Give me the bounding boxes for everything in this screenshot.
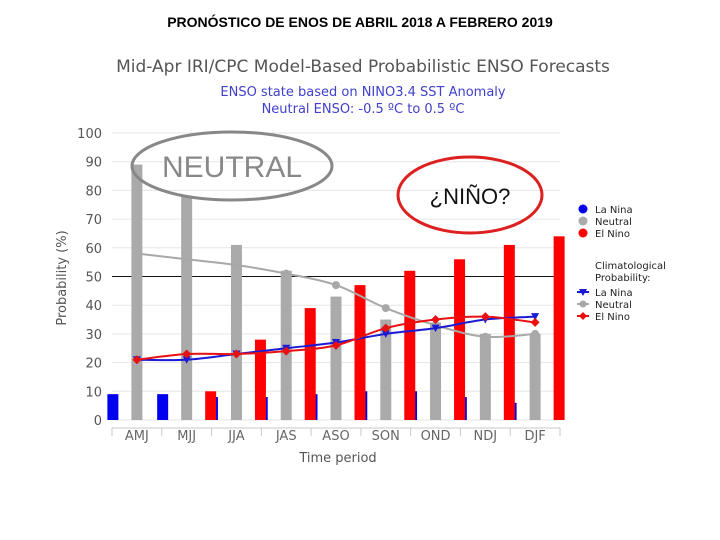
y-axis-label: Probability (%) <box>55 230 70 325</box>
bar-neutral <box>230 244 242 420</box>
legend-la-nina-label: La Nina <box>595 205 633 216</box>
clim-el-nino-marker <box>431 315 441 325</box>
neutral-ellipse <box>130 130 334 202</box>
y-tick-label: 90 <box>85 156 102 171</box>
legend-clim-el-nino-label: El Nino <box>595 312 630 323</box>
climatology-lines <box>132 252 540 365</box>
legend-clim-el-nino-marker <box>579 312 587 320</box>
nino-annotation: ¿NIÑO? <box>430 184 511 209</box>
x-tick-label: SON <box>372 429 400 444</box>
y-tick-label: 20 <box>85 357 102 372</box>
legend-neutral-label: Neutral <box>595 217 632 228</box>
clim-el-nino-marker <box>231 349 241 359</box>
bar-neutral <box>380 319 392 420</box>
bar-neutral <box>181 196 193 420</box>
clim-el-nino-marker <box>331 340 341 350</box>
y-tick-label: 40 <box>85 299 102 314</box>
y-axis: 0 10 20 30 40 50 60 70 80 90 100 <box>77 127 102 429</box>
legend-clim-title-1: Climatological <box>595 261 666 272</box>
y-tick-label: 80 <box>85 184 102 199</box>
x-axis-label: Time period <box>298 451 376 466</box>
y-tick-label: 60 <box>85 242 102 257</box>
clim-neutral-marker <box>531 329 540 338</box>
bar-el-nino <box>404 270 416 420</box>
x-tick-label: NDJ <box>474 429 498 444</box>
bar-el-nino <box>354 285 366 420</box>
clim-neutral-marker <box>282 269 291 278</box>
bar-neutral <box>131 164 143 420</box>
clim-neutral-marker <box>381 304 390 313</box>
clim-neutral-marker <box>481 332 490 341</box>
x-tick-label: OND <box>421 429 451 444</box>
y-tick-label: 10 <box>85 385 102 400</box>
y-tick-label: 50 <box>85 271 102 286</box>
x-axis: AMJ MJJ JJA JAS ASO SON OND NDJ DJF <box>111 427 561 444</box>
clim-el-nino-marker <box>132 355 142 365</box>
x-tick-label: AMJ <box>125 429 149 444</box>
legend-neutral-swatch <box>578 216 588 226</box>
clim-el-nino-marker <box>480 312 490 322</box>
legend-el-nino-swatch <box>578 228 588 238</box>
clim-neutral-marker <box>332 281 340 290</box>
bar-el-nino <box>503 244 515 420</box>
legend-clim-title-2: Probability: <box>595 273 651 284</box>
bar-la-nina <box>107 394 119 420</box>
bar-el-nino <box>553 236 565 420</box>
bar-el-nino <box>254 339 266 420</box>
legend-clim-la-nina-marker <box>579 289 587 296</box>
slide-title: PRONÓSTICO DE ENOS DE ABRIL 2018 A FEBRE… <box>167 14 553 30</box>
x-tick-label: JAS <box>275 429 297 444</box>
clim-la-nina-marker <box>431 324 440 333</box>
bar-neutral <box>330 296 342 420</box>
x-tick-label: DJF <box>524 429 545 444</box>
legend-clim-la-nina-label: La Nina <box>595 288 633 299</box>
bar-el-nino <box>454 259 466 420</box>
bar-neutral <box>479 333 491 420</box>
clim-la-nina-marker <box>381 330 390 338</box>
chart-title: Mid-Apr IRI/CPC Model-Based Probabilisti… <box>116 57 610 77</box>
clim-la-nina-marker <box>531 313 540 321</box>
legend-clim-neutral-marker <box>579 300 587 308</box>
bar-el-nino <box>205 391 217 420</box>
clim-el-nino-marker <box>530 317 540 327</box>
legend-el-nino-label: El Nino <box>595 229 630 240</box>
bar-el-nino <box>304 308 316 420</box>
x-tick-label: ASO <box>322 429 349 444</box>
bar-neutral <box>529 333 541 420</box>
x-tick-label: MJJ <box>177 429 196 444</box>
bar-la-nina <box>157 394 169 420</box>
neutral-annotation: NEUTRAL <box>162 151 302 184</box>
y-tick-label: 0 <box>94 414 102 429</box>
bars <box>107 164 565 420</box>
chart-subtitle-2: Neutral ENSO: -0.5 ºC to 0.5 ºC <box>262 102 465 117</box>
x-tick-label: JJA <box>227 429 244 444</box>
nino-ellipse <box>396 155 544 235</box>
chart-subtitle-1: ENSO state based on NINO3.4 SST Anomaly <box>220 85 506 100</box>
clim-el-nino-marker <box>281 346 291 356</box>
legend-clim-neutral-label: Neutral <box>595 300 632 311</box>
y-tick-label: 100 <box>77 127 102 142</box>
clim-el-nino-marker <box>381 323 391 333</box>
y-tick-label: 70 <box>85 213 102 228</box>
clim-la-nina-marker <box>182 356 191 364</box>
bar-neutral <box>430 322 442 420</box>
y-tick-label: 30 <box>85 328 102 343</box>
clim-el-nino-marker <box>182 349 192 359</box>
legend-la-nina-swatch <box>578 204 588 214</box>
